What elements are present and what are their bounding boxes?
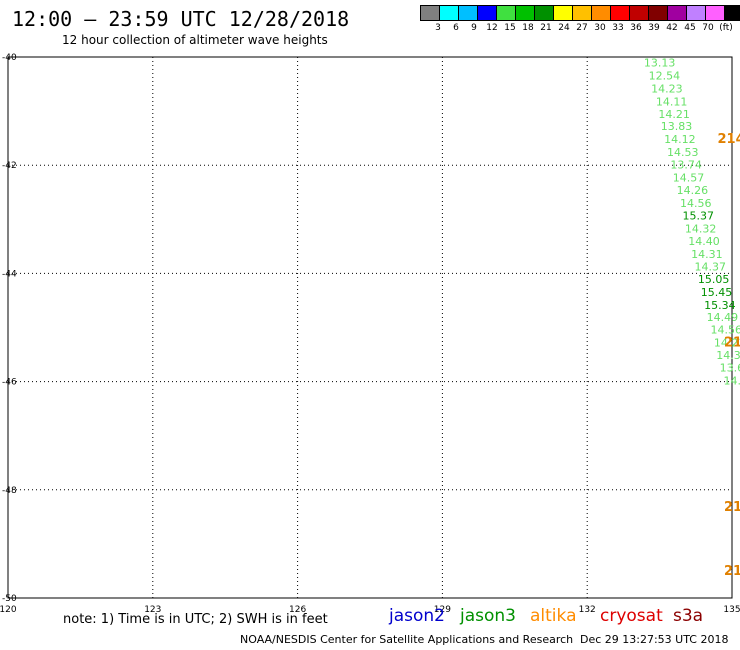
- wave-height-label: 14.32: [716, 349, 740, 362]
- color-scale-label: 45: [684, 23, 696, 33]
- page-subtitle: 12 hour collection of altimeter wave hei…: [62, 33, 328, 47]
- wave-height-label: 14.12: [664, 133, 696, 146]
- footer-note: note: 1) Time is in UTC; 2) SWH is in fe…: [63, 612, 328, 627]
- wave-height-label: 12.54: [649, 69, 681, 82]
- credit-line: NOAA/NESDIS Center for Satellite Applica…: [240, 633, 574, 646]
- color-scale-label: 36: [630, 23, 642, 33]
- color-scale-label: 30: [594, 23, 606, 33]
- wave-height-label: 14.32: [685, 222, 717, 235]
- satellite-legend-jason3: jason3: [460, 606, 516, 626]
- color-scale-label: 70: [702, 23, 714, 33]
- satellite-legend-jason2: jason2: [389, 606, 445, 626]
- wave-height-label: 13.13: [644, 56, 676, 69]
- x-tick-label: 135: [723, 605, 740, 615]
- y-tick-label: -48: [2, 486, 17, 496]
- color-scale-label: 42: [666, 23, 678, 33]
- y-tick-label: -46: [2, 378, 17, 388]
- color-scale-label: 15: [504, 23, 516, 33]
- x-tick-label: 126: [289, 605, 306, 615]
- x-tick-label: 129: [434, 605, 451, 615]
- wave-height-label: 13.67: [720, 362, 740, 375]
- color-scale-label: 21: [540, 23, 552, 33]
- color-scale-label: 39: [648, 23, 660, 33]
- y-tick-label: -50: [2, 594, 17, 604]
- color-scale-label: 27: [576, 23, 588, 33]
- wave-height-label: 14.57: [673, 172, 705, 185]
- color-scale-label: 3: [435, 23, 441, 33]
- color-scale-label: 18: [522, 23, 534, 33]
- wave-height-label: 15.05: [698, 273, 730, 286]
- wave-height-label: 14.23: [651, 82, 683, 95]
- color-scale-label: 24: [558, 23, 570, 33]
- color-scale-label: 6: [453, 23, 459, 33]
- satellite-legend-cryosat: cryosat: [600, 606, 663, 626]
- time-label: 2145: [718, 132, 740, 147]
- y-tick-label: -40: [2, 53, 17, 63]
- wave-height-label: 15.34: [704, 299, 736, 312]
- x-tick-label: 120: [0, 605, 17, 615]
- wave-height-label: 14.49: [707, 311, 739, 324]
- time-label: 21: [724, 564, 740, 579]
- color-scale-label: (ft): [719, 23, 733, 33]
- y-tick-label: -42: [2, 161, 17, 171]
- wave-height-label: 14.40: [688, 235, 720, 248]
- wave-height-label: 14.31: [691, 248, 723, 261]
- color-scale: 3 6 9 12 15 18 21 24 27 30 33 36 39 42 45 70 (ft): [420, 5, 740, 33]
- wave-height-label: 15.37: [682, 210, 714, 223]
- x-tick-label: 123: [144, 605, 161, 615]
- color-scale-labels: 3 6 9 12 15 18 21 24 27 30 33 36 39 42 45 70 (ft): [420, 21, 740, 33]
- color-scale-label: 12: [486, 23, 498, 33]
- wave-height-label: 14.11: [656, 95, 688, 108]
- plot-frame: [7, 56, 733, 599]
- y-tick-label: -44: [2, 269, 17, 279]
- color-scale-label: 9: [471, 23, 477, 33]
- wave-height-label: 13.83: [661, 120, 693, 133]
- wave-height-label: 14.69: [723, 375, 740, 388]
- wave-height-label: 14.26: [677, 184, 709, 197]
- time-label: 2144: [724, 336, 740, 351]
- generated-timestamp: Dec 29 13:27:53 UTC 2018: [580, 633, 729, 646]
- color-swatch: [724, 5, 740, 21]
- wave-height-label: 14.37: [695, 260, 727, 273]
- satellite-legend-s3a: s3a: [673, 606, 704, 626]
- wave-height-label: 14.21: [658, 108, 690, 121]
- time-label: 2143: [724, 500, 740, 515]
- wave-height-label: 13.74: [670, 159, 702, 172]
- x-tick-label: 132: [579, 605, 596, 615]
- wave-height-label: 14.56: [680, 197, 712, 210]
- wave-height-label: 15.45: [701, 286, 733, 299]
- wave-height-label: 14.56: [710, 324, 740, 337]
- color-scale-swatches: [420, 5, 740, 21]
- wave-height-label: 14.21: [714, 337, 740, 350]
- wave-height-label: 14.53: [667, 146, 699, 159]
- page-title: 12:00 – 23:59 UTC 12/28/2018: [12, 7, 350, 31]
- satellite-legend-altika: altika: [530, 606, 577, 626]
- color-scale-label: 33: [612, 23, 624, 33]
